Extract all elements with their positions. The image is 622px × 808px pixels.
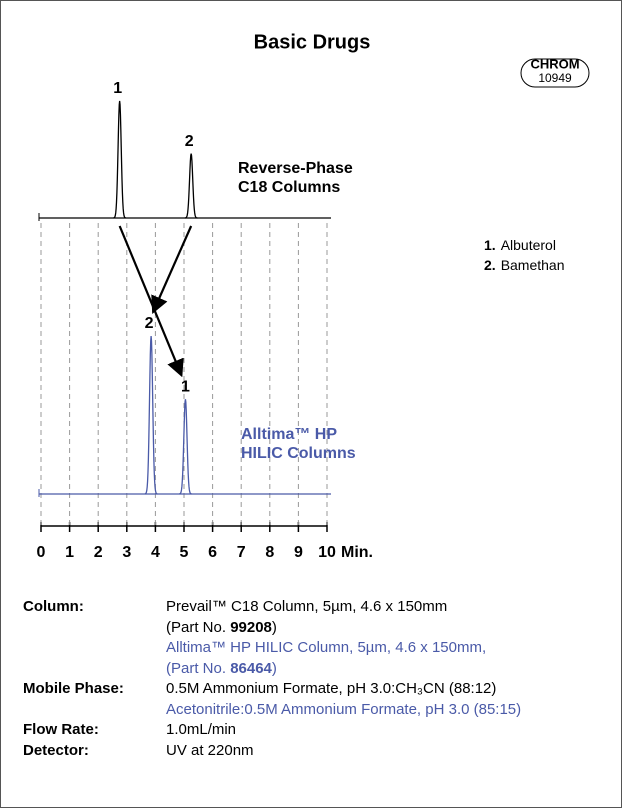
condition-text: Acetonitrile:0.5M Ammonium Formate, pH 3…	[166, 700, 522, 718]
condition-text: )	[271, 659, 277, 677]
x-tick-label: 5	[180, 544, 189, 561]
series-name: Reverse-Phase C18 Columns	[238, 160, 353, 196]
arrow	[151, 225, 193, 315]
x-unit: Min.	[341, 544, 373, 561]
condition-text: 99208	[230, 618, 272, 636]
badge-top: CHROM	[530, 56, 579, 71]
conditions: Column: Prevail™ C18 Column, 5µm, 4.6 x 1…	[23, 597, 521, 761]
condition-row: Mobile Phase: 0.5M Ammonium Formate, pH 3…	[23, 679, 521, 720]
condition-text: (Part No.	[166, 659, 231, 677]
condition-values: 0.5M Ammonium Formate, pH 3.0:CH₃CN (88:…	[166, 679, 521, 720]
condition-line: (Part No. 99208)	[166, 618, 486, 639]
compound-number: 1.	[484, 237, 496, 253]
compound-name: Albuterol	[500, 237, 556, 253]
condition-line: Prevail™ C18 Column, 5µm, 4.6 x 150mm	[166, 597, 486, 618]
condition-text: Alltima™ HP HILIC Column, 5µm, 4.6 x 150…	[166, 639, 487, 656]
x-tick-label: 0	[37, 544, 46, 561]
condition-row: Flow Rate: 1.0mL/min	[23, 720, 521, 741]
condition-values: Prevail™ C18 Column, 5µm, 4.6 x 150mm (Pa…	[166, 597, 486, 679]
compound: 2. Bamethan	[484, 257, 565, 273]
arrow	[118, 225, 184, 378]
condition-text: 86464	[230, 659, 272, 677]
condition-line: Alltima™ HP HILIC Column, 5µm, 4.6 x 150…	[166, 638, 486, 659]
x-tick-label: 6	[208, 544, 217, 561]
series-name: Alltima™ HP HILIC Columns	[241, 426, 356, 462]
compound-number: 2.	[484, 257, 496, 273]
condition-values: 1.0mL/min	[166, 720, 236, 741]
compound-name: Bamethan	[500, 257, 565, 273]
condition-line: 1.0mL/min	[166, 720, 236, 741]
condition-line: Acetonitrile:0.5M Ammonium Formate, pH 3…	[166, 700, 521, 721]
condition-text: 0.5M Ammonium Formate, pH 3.0:CH₃CN (88:…	[166, 680, 497, 697]
condition-line: 0.5M Ammonium Formate, pH 3.0:CH₃CN (88:…	[166, 679, 521, 700]
x-tick-label: 7	[237, 544, 246, 561]
condition-line: (Part No. 86464)	[166, 659, 486, 680]
x-tick-label: 9	[294, 544, 303, 561]
x-tick-label: 4	[151, 544, 160, 561]
x-tick-label: 8	[265, 544, 274, 561]
badge-oval	[520, 58, 590, 88]
chart: Basic Drugs CHROM 10949 0 1 2 3 4 5 6 7 8 9 10 Min.…	[37, 31, 590, 561]
chart-title: Basic Drugs	[254, 31, 371, 53]
condition-text: Prevail™ C18 Column, 5µm, 4.6 x 150mm	[166, 598, 448, 615]
peak-label: 2	[185, 133, 194, 150]
condition-values: UV at 220nm	[166, 741, 254, 762]
condition-text: )	[271, 618, 277, 636]
peak	[144, 335, 158, 495]
peak	[179, 399, 192, 495]
x-tick-label: 2	[94, 544, 103, 561]
condition-row: Detector: UV at 220nm	[23, 741, 521, 762]
peak	[113, 100, 127, 219]
condition-label: Detector:	[23, 741, 89, 759]
peak-label: 1	[181, 378, 190, 395]
peak	[184, 153, 198, 219]
condition-line: UV at 220nm	[166, 741, 254, 762]
condition-row: Column: Prevail™ C18 Column, 5µm, 4.6 x 1…	[23, 597, 521, 679]
x-tick-label: 3	[122, 544, 131, 561]
condition-text: UV at 220nm	[166, 741, 254, 759]
condition-text: (Part No.	[166, 618, 231, 636]
x-tick-label: 1	[65, 544, 74, 561]
peak-label: 2	[145, 315, 154, 332]
compound: 1. Albuterol	[484, 237, 556, 253]
x-tick-label: 10	[318, 544, 336, 561]
condition-label: Flow Rate:	[23, 721, 99, 738]
condition-label: Column:	[23, 598, 84, 615]
badge-bottom: 10949	[538, 71, 572, 85]
peak-label: 1	[113, 80, 122, 97]
condition-text: 1.0mL/min	[166, 721, 237, 738]
condition-label: Mobile Phase:	[23, 680, 124, 697]
